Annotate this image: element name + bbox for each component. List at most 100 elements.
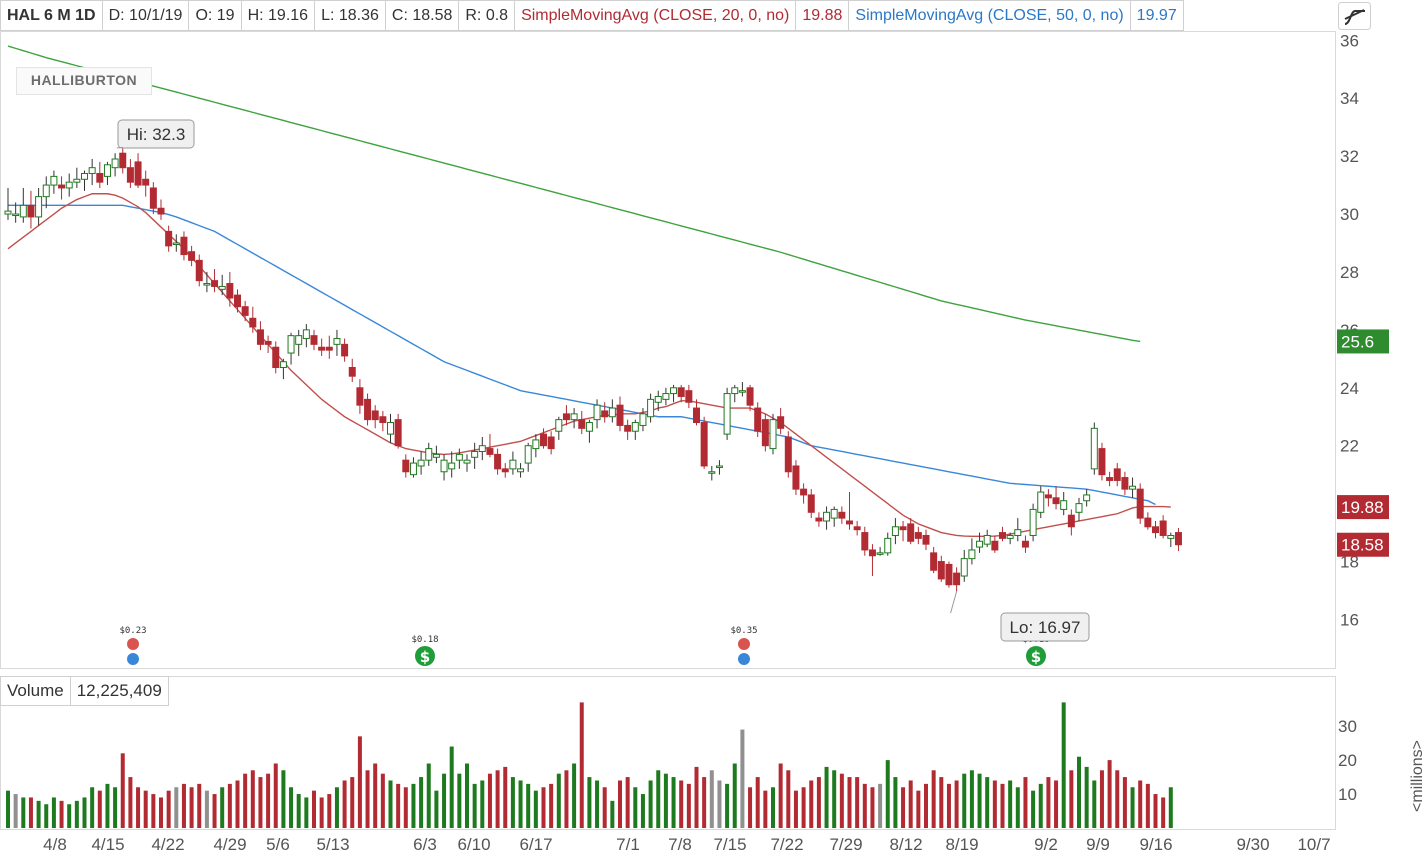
candle-body	[876, 552, 884, 555]
candle-body	[1129, 485, 1137, 490]
volume-bar	[977, 773, 982, 828]
price-tick-label: 18	[1340, 553, 1359, 572]
candle-body	[608, 407, 616, 418]
volume-bar	[855, 777, 860, 828]
candle-body	[639, 413, 647, 426]
volume-bar	[90, 787, 95, 828]
candle-up	[1006, 532, 1014, 545]
volume-bar	[327, 794, 332, 828]
volume-bar	[1115, 770, 1120, 828]
candle-body	[325, 346, 333, 351]
date-tick-label: 7/1	[616, 835, 640, 854]
volume-bar	[878, 783, 883, 828]
candle-body	[432, 453, 440, 458]
volume-bar	[862, 783, 867, 828]
candle-down	[807, 489, 815, 519]
volume-bar	[503, 766, 508, 828]
dividend-earnings-icon[interactable]: $0.35	[730, 626, 758, 665]
volume-bar	[6, 790, 10, 828]
candle-body	[19, 204, 27, 218]
date-tick-label: 6/17	[519, 835, 552, 854]
volume-bar	[1046, 777, 1051, 828]
volume-bar	[342, 780, 347, 828]
candle-down	[746, 384, 754, 411]
volume-bar	[312, 790, 316, 828]
volume-bar	[1061, 702, 1066, 828]
volume-bar	[870, 787, 875, 828]
volume-bar	[885, 760, 890, 828]
candle-body	[318, 346, 326, 351]
volume-bar	[136, 787, 141, 828]
candle-up	[111, 153, 119, 177]
candle-up	[715, 460, 723, 475]
volume-bar	[786, 770, 791, 828]
volume-bar	[1168, 787, 1173, 828]
candle-body	[693, 407, 700, 424]
volume-bar	[702, 777, 707, 828]
date-tick-label: 7/29	[829, 835, 862, 854]
symbol-label[interactable]: HAL 6 M 1D	[0, 0, 102, 31]
candle-body	[800, 488, 808, 496]
candle-body	[1121, 477, 1129, 490]
candle-down	[134, 153, 142, 188]
volume-bar	[128, 777, 133, 828]
candle-body	[517, 468, 525, 473]
volume-bar	[549, 783, 554, 828]
candle-up	[218, 274, 226, 296]
candle-up	[555, 416, 563, 440]
sma50-study-label[interactable]: SimpleMovingAvg (CLOSE, 50, 0, no)	[848, 0, 1130, 31]
price-pane-frame	[0, 31, 1336, 669]
candle-body	[540, 433, 547, 447]
candle-body	[234, 294, 241, 308]
dividend-earnings-icon[interactable]: $0.23	[119, 626, 147, 665]
info-icon	[127, 653, 139, 665]
sma200-line	[7, 45, 1141, 343]
candle-body	[272, 346, 280, 369]
volume-bar	[449, 746, 454, 828]
volume-bar	[671, 777, 676, 828]
volume-bar	[28, 797, 33, 828]
candle-up	[830, 506, 838, 527]
candle-body	[562, 413, 570, 421]
candle-body	[1014, 529, 1022, 536]
candle-down	[616, 396, 624, 432]
candle-body	[555, 419, 563, 432]
volume-bar	[243, 773, 248, 828]
candle-body	[1098, 448, 1106, 476]
candle-down	[953, 567, 961, 592]
volume-bar	[556, 773, 561, 828]
volume-bar	[809, 780, 814, 828]
candle-down	[784, 431, 792, 478]
candle-down	[58, 176, 66, 200]
volume-bar	[472, 783, 477, 828]
volume-bar	[403, 787, 408, 828]
candle-body	[1006, 534, 1014, 539]
volume-bar	[893, 777, 898, 828]
candle-body	[226, 283, 234, 299]
chart-style-icon[interactable]	[1338, 2, 1371, 30]
volume-bar	[204, 790, 209, 828]
candle-down	[1106, 471, 1114, 487]
price-tick-label: 36	[1340, 31, 1359, 50]
info-icon	[738, 653, 750, 665]
volume-label[interactable]: Volume	[0, 676, 70, 706]
date-tick-label: 10/7	[1297, 835, 1330, 854]
candle-body	[119, 152, 127, 169]
volume-bar	[181, 783, 186, 828]
volume-unit-label: <millions>	[1409, 740, 1425, 812]
volume-bar	[258, 777, 263, 828]
candle-body	[463, 459, 471, 464]
candle-up	[42, 176, 50, 209]
volume-bar	[419, 777, 424, 828]
candle-down	[907, 518, 915, 545]
candle-up	[103, 161, 111, 186]
dividend-icon[interactable]: $0.18 $	[411, 635, 439, 666]
candle-up	[593, 399, 601, 429]
volume-bar	[380, 773, 385, 828]
sma20-study-label[interactable]: SimpleMovingAvg (CLOSE, 20, 0, no)	[514, 0, 796, 31]
candle-down	[930, 547, 938, 574]
volume-bar	[159, 797, 163, 828]
volume-bar	[189, 787, 194, 828]
volume-bar	[1153, 794, 1158, 828]
